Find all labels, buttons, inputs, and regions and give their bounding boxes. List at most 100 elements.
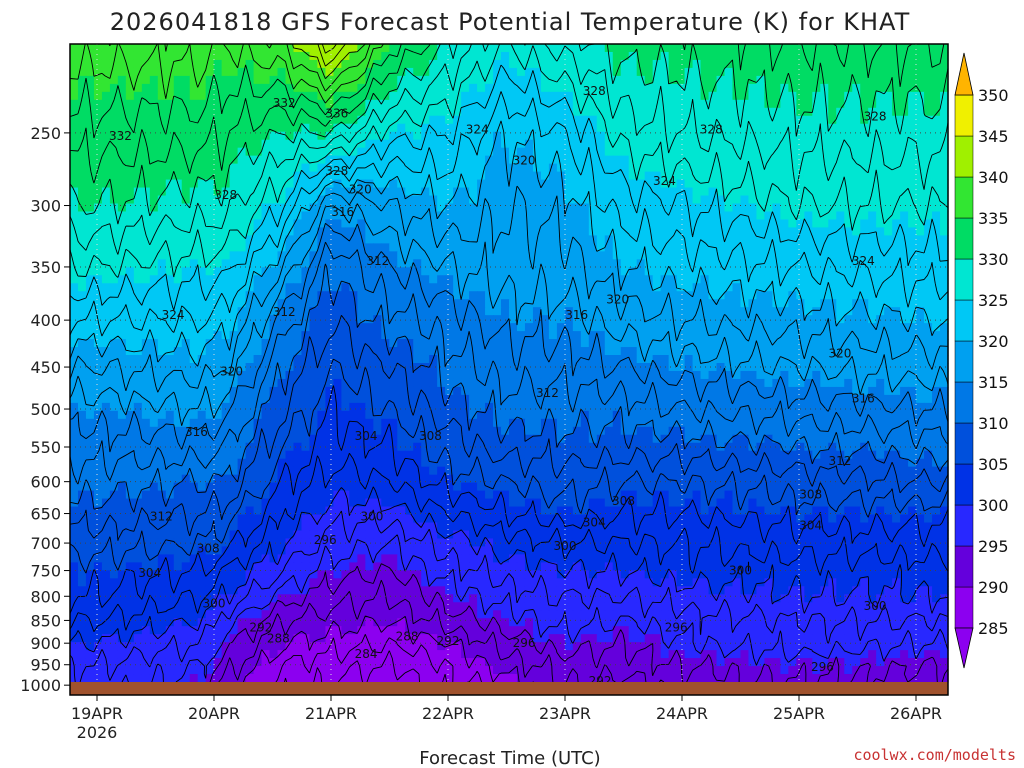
heatmap-cell — [341, 323, 350, 332]
heatmap-cell — [620, 339, 630, 348]
heatmap-cell — [788, 363, 797, 372]
heatmap-cell — [365, 275, 374, 284]
heatmap-cell — [556, 91, 566, 101]
heatmap-cell — [421, 386, 430, 396]
heatmap-cell — [221, 394, 231, 404]
heatmap-cell — [181, 44, 191, 53]
heatmap-cell — [509, 83, 518, 93]
heatmap-cell — [572, 394, 582, 404]
heatmap-cell — [732, 275, 742, 284]
heatmap-cell — [157, 203, 167, 213]
heatmap-cell — [844, 83, 853, 93]
heatmap-cell — [141, 363, 151, 372]
heatmap-cell — [213, 123, 223, 133]
heatmap-cell — [684, 363, 694, 372]
heatmap-cell — [333, 219, 342, 229]
heatmap-cell — [109, 307, 119, 316]
heatmap-cell — [900, 259, 909, 268]
heatmap-cell — [317, 331, 327, 340]
heatmap-cell — [596, 75, 606, 85]
heatmap-cell — [437, 44, 446, 53]
heatmap-cell — [189, 363, 199, 372]
heatmap-cell — [788, 339, 797, 348]
heatmap-cell — [365, 267, 374, 276]
heatmap-cell — [485, 315, 494, 324]
heatmap-cell — [333, 267, 342, 276]
heatmap-cell — [109, 195, 119, 205]
heatmap-cell — [189, 44, 199, 53]
heatmap-cell — [213, 259, 223, 268]
heatmap-cell — [461, 267, 470, 276]
heatmap-cell — [644, 163, 654, 173]
heatmap-cell — [165, 67, 175, 77]
heatmap-cell — [700, 187, 710, 197]
heatmap-cell — [173, 299, 183, 308]
heatmap-cell — [357, 355, 366, 364]
heatmap-cell — [716, 211, 726, 221]
heatmap-cell — [245, 139, 255, 149]
heatmap-cell — [213, 347, 223, 356]
heatmap-cell — [756, 323, 766, 332]
heatmap-cell — [596, 243, 606, 252]
heatmap-cell — [748, 51, 758, 61]
heatmap-cell — [716, 347, 726, 356]
heatmap-cell — [572, 251, 582, 260]
heatmap-cell — [117, 251, 127, 260]
heatmap-cell — [900, 211, 909, 221]
heatmap-cell — [924, 363, 933, 372]
heatmap-cell — [620, 219, 630, 229]
heatmap-cell — [261, 99, 271, 109]
heatmap-cell — [285, 386, 295, 396]
heatmap-cell — [684, 347, 694, 356]
heatmap-cell — [373, 67, 382, 77]
heatmap-cell — [732, 291, 742, 300]
heatmap-cell — [844, 163, 853, 173]
heatmap-cell — [253, 115, 263, 125]
heatmap-cell — [940, 59, 949, 69]
heatmap-cell — [572, 259, 582, 268]
heatmap-cell — [548, 291, 558, 300]
heatmap-cell — [772, 211, 781, 221]
heatmap-cell — [333, 283, 342, 292]
heatmap-cell — [149, 179, 159, 189]
heatmap-cell — [197, 59, 207, 69]
heatmap-cell — [572, 187, 582, 197]
heatmap-cell — [381, 91, 390, 101]
heatmap-cell — [453, 219, 462, 229]
heatmap-cell — [772, 291, 781, 300]
heatmap-cell — [924, 267, 933, 276]
heatmap-cell — [924, 107, 933, 117]
heatmap-cell — [540, 51, 550, 61]
heatmap-cell — [836, 267, 845, 276]
heatmap-cell — [660, 275, 670, 284]
heatmap-cell — [493, 315, 502, 324]
heatmap-cell — [461, 171, 470, 181]
heatmap-cell — [828, 291, 837, 300]
heatmap-cell — [493, 275, 502, 284]
heatmap-cell — [125, 370, 135, 380]
heatmap-cell — [668, 67, 678, 77]
heatmap-cell — [85, 275, 95, 284]
heatmap-cell — [381, 195, 390, 205]
heatmap-cell — [125, 83, 135, 93]
heatmap-cell — [141, 203, 151, 213]
heatmap-cell — [612, 283, 622, 292]
heatmap-cell — [756, 347, 766, 356]
heatmap-cell — [189, 235, 199, 244]
heatmap-cell — [540, 203, 550, 213]
heatmap-cell — [493, 323, 502, 332]
heatmap-cell — [708, 267, 718, 276]
heatmap-cell — [93, 75, 103, 85]
heatmap-cell — [125, 139, 135, 149]
heatmap-cell — [748, 251, 758, 260]
heatmap-cell — [381, 83, 390, 93]
heatmap-cell — [221, 123, 231, 133]
heatmap-cell — [676, 370, 686, 380]
heatmap-cell — [836, 131, 845, 141]
heatmap-cell — [421, 91, 430, 101]
heatmap-cell — [532, 203, 542, 213]
heatmap-cell — [469, 147, 478, 157]
heatmap-cell — [245, 307, 255, 316]
heatmap-cell — [764, 259, 773, 268]
heatmap-cell — [317, 267, 327, 276]
